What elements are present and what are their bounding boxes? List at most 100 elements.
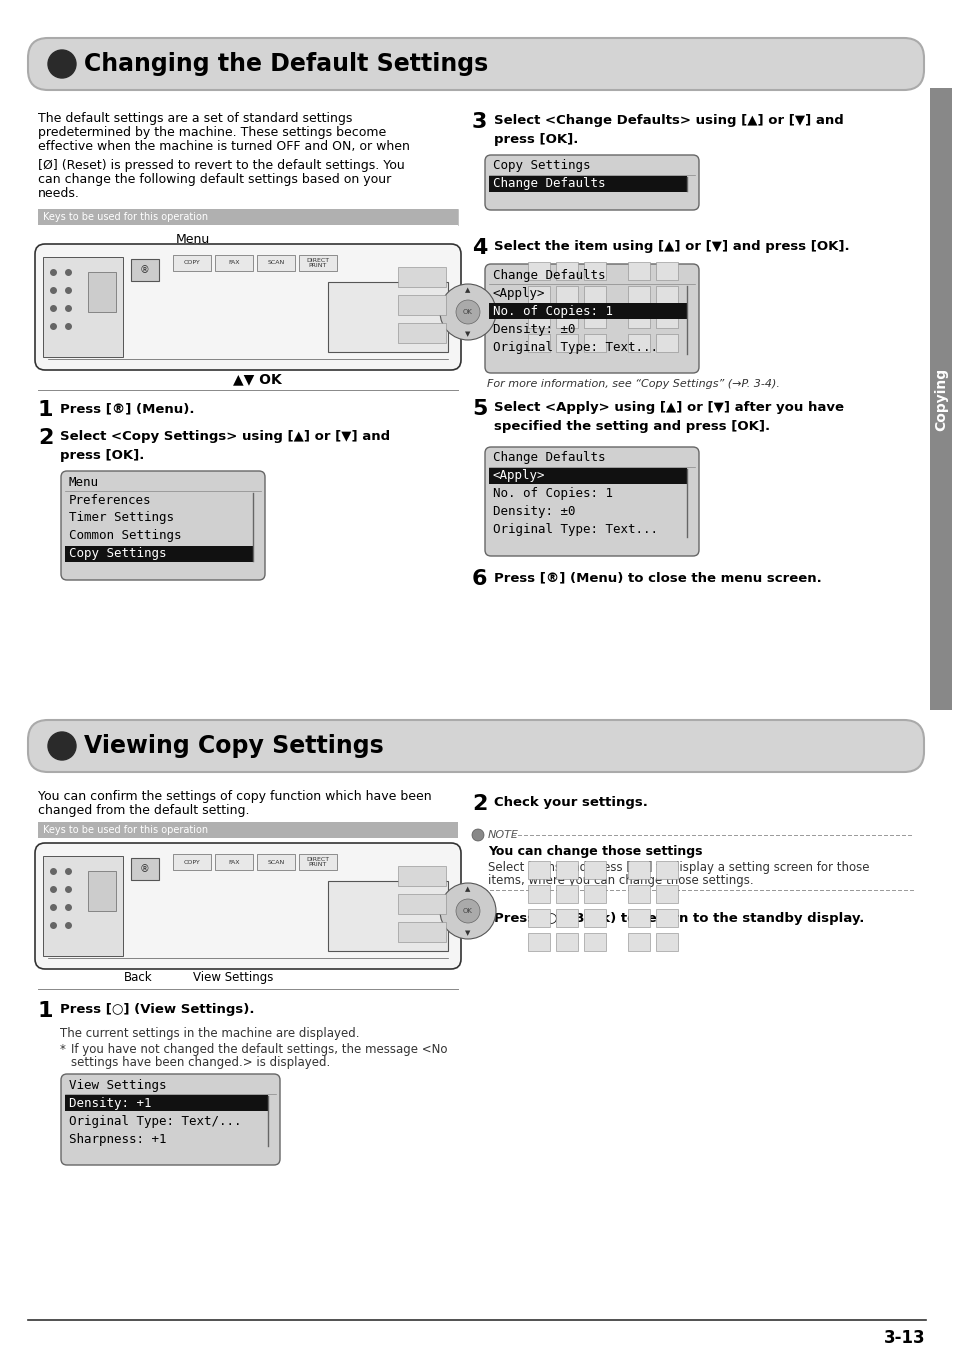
Bar (397, 894, 446, 914)
Bar (88, 271, 116, 312)
Bar (88, 871, 116, 911)
Text: If you have not changed the default settings, the message <No: If you have not changed the default sett… (71, 1044, 447, 1056)
FancyBboxPatch shape (484, 155, 699, 211)
Text: effective when the machine is turned OFF and ON, or when: effective when the machine is turned OFF… (38, 140, 410, 153)
Text: Common Settings: Common Settings (69, 529, 181, 543)
Bar (527, 262, 550, 279)
Text: Original Type: Text...: Original Type: Text... (493, 524, 658, 536)
Text: settings have been changed.> is displayed.: settings have been changed.> is displaye… (71, 1056, 330, 1069)
Bar (328, 882, 448, 950)
Bar (172, 255, 211, 271)
Bar (556, 886, 578, 903)
Text: Density: +1: Density: +1 (69, 1096, 152, 1110)
Bar (397, 323, 446, 343)
Text: For more information, see “Copy Settings” (→P. 3-4).: For more information, see “Copy Settings… (486, 379, 779, 389)
Bar (298, 255, 336, 271)
Bar (397, 267, 446, 288)
Bar (583, 262, 605, 279)
Bar (43, 856, 123, 956)
Text: NOTE: NOTE (488, 830, 518, 840)
Bar (583, 310, 605, 328)
Bar (656, 933, 678, 950)
Text: Change Defaults: Change Defaults (493, 177, 605, 190)
Circle shape (48, 50, 76, 78)
Bar (656, 310, 678, 328)
Bar (172, 855, 211, 869)
Text: Keys to be used for this operation: Keys to be used for this operation (43, 212, 208, 221)
Text: 2: 2 (38, 428, 53, 448)
Text: <Apply>: <Apply> (493, 286, 545, 300)
Text: Select items and press [OK] to display a setting screen for those: Select items and press [OK] to display a… (488, 861, 868, 873)
Text: 3-13: 3-13 (883, 1328, 925, 1347)
Bar (556, 333, 578, 352)
Bar (656, 262, 678, 279)
Bar (627, 286, 649, 304)
Text: ▲▼ OK: ▲▼ OK (233, 373, 281, 386)
Circle shape (439, 883, 496, 940)
Bar (656, 861, 678, 879)
Text: 1: 1 (38, 400, 53, 420)
Bar (583, 286, 605, 304)
Text: Change Defaults: Change Defaults (493, 451, 605, 464)
FancyBboxPatch shape (35, 842, 460, 969)
Bar (38, 822, 457, 838)
Bar (656, 886, 678, 903)
Bar (131, 259, 159, 281)
Bar (556, 861, 578, 879)
Text: predetermined by the machine. These settings become: predetermined by the machine. These sett… (38, 126, 386, 139)
Text: ▲: ▲ (465, 886, 470, 892)
Text: changed from the default setting.: changed from the default setting. (38, 805, 250, 817)
Text: FAX: FAX (228, 261, 239, 266)
Bar (397, 865, 446, 886)
Bar (65, 1095, 268, 1111)
Text: Menu: Menu (69, 475, 99, 489)
Text: View Settings: View Settings (69, 1079, 167, 1092)
Text: items, where you can change those settings.: items, where you can change those settin… (488, 873, 753, 887)
FancyBboxPatch shape (61, 1075, 280, 1165)
Text: No. of Copies: 1: No. of Copies: 1 (493, 305, 613, 317)
Text: Copying: Copying (933, 367, 947, 431)
Bar (328, 282, 448, 352)
Bar (527, 861, 550, 879)
Text: Copy Settings: Copy Settings (69, 548, 167, 560)
Text: Select <Apply> using [▲] or [▼] after you have
specified the setting and press [: Select <Apply> using [▲] or [▼] after yo… (494, 401, 843, 433)
Bar (627, 909, 649, 927)
Text: OK: OK (462, 309, 473, 315)
Bar (627, 333, 649, 352)
Circle shape (472, 829, 483, 841)
Bar (43, 256, 123, 356)
Bar (583, 333, 605, 352)
Bar (214, 855, 253, 869)
Text: 5: 5 (472, 400, 487, 418)
Text: Select the item using [▲] or [▼] and press [OK].: Select the item using [▲] or [▼] and pre… (494, 240, 849, 252)
Bar (627, 262, 649, 279)
Text: No. of Copies: 1: No. of Copies: 1 (493, 487, 613, 501)
Text: Keys to be used for this operation: Keys to be used for this operation (43, 825, 208, 836)
Text: Original Type: Text/...: Original Type: Text/... (69, 1115, 241, 1127)
Bar (256, 255, 294, 271)
Bar (214, 255, 253, 271)
Text: Changing the Default Settings: Changing the Default Settings (84, 53, 488, 76)
Bar (627, 933, 649, 950)
Bar (527, 310, 550, 328)
FancyBboxPatch shape (28, 38, 923, 90)
Text: FAX: FAX (228, 860, 239, 864)
Bar (527, 333, 550, 352)
Text: Select <Copy Settings> using [▲] or [▼] and
press [OK].: Select <Copy Settings> using [▲] or [▼] … (60, 431, 390, 462)
Bar (397, 922, 446, 942)
Bar (929, 88, 951, 710)
Text: 2: 2 (472, 794, 487, 814)
Text: ▼: ▼ (465, 930, 470, 936)
Text: The default settings are a set of standard settings: The default settings are a set of standa… (38, 112, 352, 126)
Circle shape (48, 732, 76, 760)
Text: 6: 6 (472, 568, 487, 589)
Text: <Apply>: <Apply> (493, 470, 545, 482)
Text: OK: OK (462, 909, 473, 914)
Text: DIRECT
PRINT: DIRECT PRINT (306, 857, 329, 868)
Bar (556, 286, 578, 304)
Text: SCAN: SCAN (267, 860, 284, 864)
FancyBboxPatch shape (35, 244, 460, 370)
Text: Menu: Menu (175, 234, 210, 246)
Text: 1: 1 (38, 1000, 53, 1021)
Text: SCAN: SCAN (267, 261, 284, 266)
